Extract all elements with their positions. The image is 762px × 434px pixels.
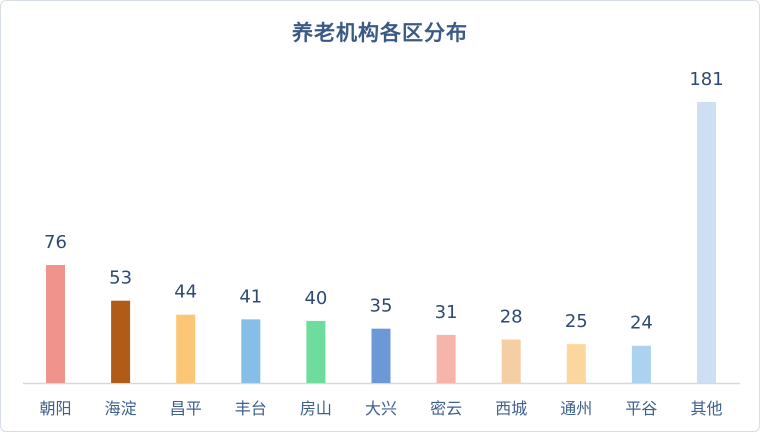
value-label-7: 28 <box>500 307 523 328</box>
value-label-9: 24 <box>630 313 653 334</box>
category-label-6: 密云 <box>430 399 462 418</box>
category-label-1: 海淀 <box>105 399 137 418</box>
category-label-4: 房山 <box>300 399 332 418</box>
bar-1 <box>111 300 131 383</box>
category-label-9: 平谷 <box>625 399 657 418</box>
bar-10 <box>697 102 716 383</box>
value-label-3: 41 <box>239 286 262 307</box>
category-label-3: 丰台 <box>235 399 267 418</box>
value-label-1: 53 <box>109 268 132 289</box>
bar-9 <box>631 345 651 383</box>
bar-4 <box>306 320 326 383</box>
category-label-8: 通州 <box>560 399 592 418</box>
category-label-10: 其他 <box>690 399 722 418</box>
category-label-7: 西城 <box>495 399 527 418</box>
value-label-2: 44 <box>174 282 197 303</box>
value-label-10: 181 <box>689 69 723 90</box>
category-label-0: 朝阳 <box>39 399 71 418</box>
value-label-8: 25 <box>565 311 588 332</box>
bar-3 <box>241 319 261 383</box>
chart-title: 养老机构各区分布 <box>292 21 468 45</box>
category-labels-group: 朝阳 海淀 昌平 丰台 房山 大兴 密云 西城 通州 平谷 其他 <box>39 399 722 418</box>
category-label-2: 昌平 <box>170 399 202 418</box>
bars-group <box>46 102 716 383</box>
value-label-5: 35 <box>370 296 393 317</box>
bar-7 <box>501 339 521 383</box>
value-label-0: 76 <box>44 232 67 253</box>
value-label-6: 31 <box>435 302 458 323</box>
value-label-4: 40 <box>304 288 327 309</box>
bar-2 <box>176 314 196 383</box>
bar-0 <box>46 265 65 383</box>
category-label-5: 大兴 <box>365 399 397 418</box>
bar-5 <box>371 328 391 383</box>
bar-6 <box>436 334 456 383</box>
bar-8 <box>566 344 586 383</box>
value-labels-group: 76 53 44 41 40 35 31 28 25 24 181 <box>44 69 724 334</box>
